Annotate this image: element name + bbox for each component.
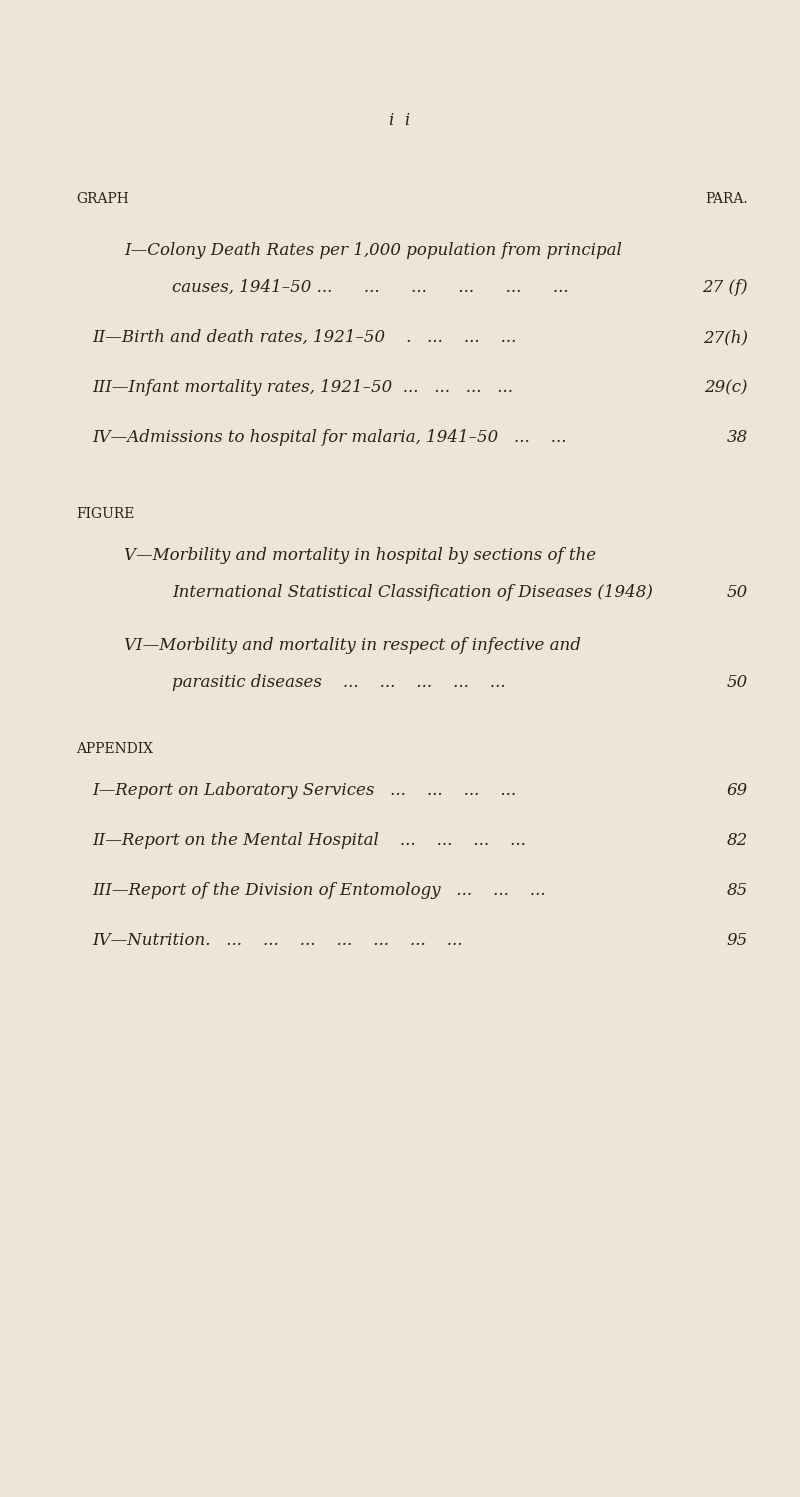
Text: IV—Admissions to hospital for malaria, 1941–50   ...    ...: IV—Admissions to hospital for malaria, 1… — [92, 430, 566, 446]
Text: 27(h): 27(h) — [703, 329, 748, 346]
Text: 38: 38 — [726, 430, 748, 446]
Text: 85: 85 — [726, 882, 748, 900]
Text: PARA.: PARA. — [706, 192, 748, 207]
Text: parasitic diseases    ...    ...    ...    ...    ...: parasitic diseases ... ... ... ... ... — [172, 674, 506, 692]
Text: III—Infant mortality rates, 1921–50  ...   ...   ...   ...: III—Infant mortality rates, 1921–50 ... … — [92, 379, 513, 397]
Text: GRAPH: GRAPH — [76, 192, 129, 207]
Text: II—Report on the Mental Hospital    ...    ...    ...    ...: II—Report on the Mental Hospital ... ...… — [92, 832, 526, 849]
Text: 50: 50 — [726, 674, 748, 692]
Text: 29(c): 29(c) — [705, 379, 748, 397]
Text: 95: 95 — [726, 933, 748, 949]
Text: i  i: i i — [390, 112, 410, 129]
Text: 27 (f): 27 (f) — [702, 278, 748, 296]
Text: IV—Nutrition.   ...    ...    ...    ...    ...    ...    ...: IV—Nutrition. ... ... ... ... ... ... ..… — [92, 933, 462, 949]
Text: VI—Morbility and mortality in respect of infective and: VI—Morbility and mortality in respect of… — [124, 638, 581, 654]
Text: II—Birth and death rates, 1921–50    .   ...    ...    ...: II—Birth and death rates, 1921–50 . ... … — [92, 329, 516, 346]
Text: III—Report of the Division of Entomology   ...    ...    ...: III—Report of the Division of Entomology… — [92, 882, 546, 900]
Text: APPENDIX: APPENDIX — [76, 743, 153, 756]
Text: 69: 69 — [726, 781, 748, 799]
Text: 82: 82 — [726, 832, 748, 849]
Text: I—Report on Laboratory Services   ...    ...    ...    ...: I—Report on Laboratory Services ... ... … — [92, 781, 516, 799]
Text: FIGURE: FIGURE — [76, 507, 134, 521]
Text: V—Morbility and mortality in hospital by sections of the: V—Morbility and mortality in hospital by… — [124, 546, 596, 564]
Text: International Statistical Classification of Diseases (1948): International Statistical Classification… — [172, 584, 653, 600]
Text: causes, 1941–50 ...      ...      ...      ...      ...      ...: causes, 1941–50 ... ... ... ... ... ... — [172, 278, 569, 296]
Text: I—Colony Death Rates per 1,000 population from principal: I—Colony Death Rates per 1,000 populatio… — [124, 243, 622, 259]
Text: 50: 50 — [726, 584, 748, 600]
